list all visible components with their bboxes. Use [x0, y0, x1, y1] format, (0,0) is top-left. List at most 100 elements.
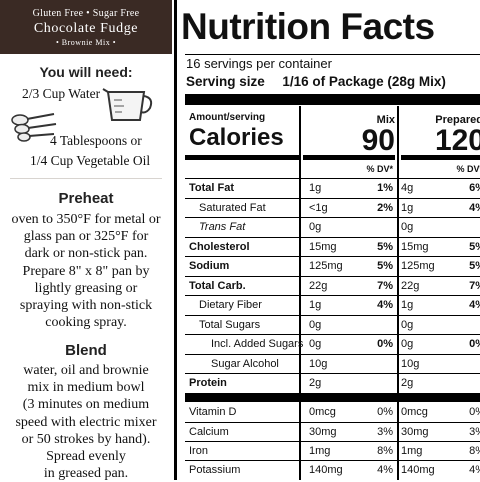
nutrient-row: Protein 2g 2g	[185, 373, 480, 394]
prepared-amount: 1g	[401, 201, 414, 214]
mix-daily-value: 4%	[377, 464, 393, 476]
vitamin-row: Vitamin D 0mcg 0% 0mcg 0%	[185, 403, 480, 423]
banner-line-1: Gluten Free • Sugar Free	[32, 8, 140, 19]
nutrition-facts-title: Nutrition Facts	[181, 6, 435, 47]
prepared-amount: 30mg	[401, 426, 429, 438]
mix-amount: 10g	[309, 357, 328, 370]
mix-amount: 1g	[309, 299, 322, 311]
mix-amount: 140mg	[309, 464, 343, 476]
prepared-amount: 4g	[401, 182, 414, 194]
mix-daily-value: 8%	[377, 445, 393, 457]
nutrient-label: Sugar Alcohol	[211, 357, 279, 370]
servings-per-container: 16 servings per container	[186, 56, 332, 71]
serving-size-label: Serving size	[186, 74, 265, 89]
product-banner: Gluten Free • Sugar Free Chocolate Fudge…	[0, 0, 172, 54]
mix-amount: 0g	[309, 338, 322, 350]
mix-amount: 1g	[309, 182, 322, 194]
mix-amount: 0g	[309, 318, 322, 331]
nutrient-label: Total Sugars	[199, 318, 261, 331]
prepared-amount: 1g	[401, 299, 414, 311]
nutrient-label: Incl. Added Sugars	[211, 338, 304, 350]
nutrient-row: Sugar Alcohol 10g 10g	[185, 353, 480, 375]
nutrient-label: Protein	[189, 377, 227, 389]
mix-daily-value: 5%	[377, 260, 393, 272]
nutrient-row: Cholesterol 15mg 5% 15mg 5%	[185, 236, 480, 258]
blend-heading: Blend	[65, 342, 107, 359]
nutrient-label: Saturated Fat	[199, 201, 266, 214]
prepared-amount: 125mg	[401, 260, 435, 272]
vitamin-row: Potassium 140mg 4% 140mg 4%	[185, 460, 480, 481]
title-rule	[185, 54, 480, 55]
measuring-cup-icon	[102, 88, 153, 121]
ingredient-water: 2/3 Cup Water	[22, 86, 101, 101]
preheat-heading: Preheat	[58, 190, 114, 207]
banner-product-name: Chocolate Fudge	[33, 21, 139, 36]
mix-amount: 1mg	[309, 445, 331, 457]
nutrient-row: Trans Fat 0g 0g	[185, 217, 480, 238]
nutrient-row: Total Sugars 0g 0g	[185, 314, 480, 336]
prepared-amount: 0g	[401, 318, 414, 331]
mix-amount: 22g	[309, 279, 328, 292]
nutrient-label: Cholesterol	[189, 240, 250, 253]
nutrient-row: Total Carb. 22g 7% 22g 7%	[185, 275, 480, 297]
dv-header-mix: % DV*	[366, 164, 393, 174]
vitamin-label: Vitamin D	[189, 406, 237, 418]
nutrient-label: Total Carb.	[189, 279, 246, 292]
calories-rule-prepared	[401, 155, 480, 160]
prepared-amount: 1mg	[401, 445, 423, 457]
prepared-amount: 22g	[401, 279, 420, 292]
you-will-need-heading: You will need:	[39, 64, 133, 80]
prepared-daily-value: 5%	[469, 260, 480, 272]
mix-daily-value: 4%	[377, 299, 393, 311]
nutrient-row: Dietary Fiber 1g 4% 1g 4%	[185, 295, 480, 316]
prepared-daily-value: 4%	[469, 201, 480, 214]
measuring-spoons-icon	[11, 113, 57, 142]
calories-rule	[185, 155, 299, 160]
mix-amount: 15mg	[309, 240, 337, 253]
prepared-daily-value: 3%	[469, 426, 480, 438]
calories-mix-value: 90	[361, 124, 395, 157]
calories-label: Calories	[189, 124, 284, 151]
column-header-prepared: Prepared	[435, 114, 480, 126]
dv-header-prepared: % DV*	[456, 164, 480, 174]
prepared-daily-value: 7%	[469, 279, 480, 292]
nutrient-row: Total Fat 1g 1% 4g 6%	[185, 178, 480, 199]
calories-prepared-value: 120	[434, 124, 480, 157]
preheat-text: oven to 350°F for metal or glass pan or …	[11, 212, 161, 331]
mix-daily-value: 2%	[377, 201, 393, 214]
nutrient-row: Saturated Fat <1g 2% 1g 4%	[185, 197, 480, 219]
vitamin-label: Iron	[189, 445, 208, 457]
mix-amount: 0mcg	[309, 406, 336, 418]
vitamins-thick-rule	[185, 393, 480, 402]
prepared-amount: 2g	[401, 377, 414, 389]
vitamin-label: Calcium	[189, 426, 229, 438]
nutrition-facts-panel: Nutrition Facts 16 servings per containe…	[174, 0, 480, 480]
calories-rule-mix	[303, 155, 395, 160]
blend-text: water, oil and brownie mix in medium bow…	[15, 363, 157, 482]
mix-daily-value: 0%	[377, 338, 393, 350]
thick-rule	[185, 94, 480, 105]
prepared-daily-value: 4%	[469, 299, 480, 311]
mix-daily-value: 7%	[377, 279, 393, 292]
vitamin-row: Calcium 30mg 3% 30mg 3%	[185, 422, 480, 443]
ingredient-oil-line-2: 1/4 Cup Vegetable Oil	[30, 153, 151, 168]
nutrient-label: Total Fat	[189, 182, 235, 194]
nutrient-row: Sodium 125mg 5% 125mg 5%	[185, 256, 480, 277]
vitamin-row: Iron 1mg 8% 1mg 8%	[185, 441, 480, 462]
prepared-daily-value: 8%	[469, 445, 480, 457]
column-header-mix: Mix	[376, 114, 395, 126]
prepared-amount: 15mg	[401, 240, 429, 253]
serving-size-value: 1/16 of Package (28g Mix)	[282, 74, 446, 89]
prepared-amount: 0mcg	[401, 406, 428, 418]
mix-daily-value: 3%	[377, 426, 393, 438]
prepared-amount: 10g	[401, 357, 420, 370]
mix-amount: 30mg	[309, 426, 337, 438]
ingredient-oil-line-1: 4 Tablespoons or	[50, 133, 142, 148]
mix-amount: 0g	[309, 221, 322, 233]
vitamin-label: Potassium	[189, 464, 241, 476]
column-divider-left	[299, 106, 301, 480]
serving-size: Serving size 1/16 of Package (28g Mix)	[186, 74, 446, 89]
nutrient-row: Incl. Added Sugars 0g 0% 0g 0%	[185, 334, 480, 355]
mix-amount: 125mg	[309, 260, 343, 272]
prepared-daily-value: 4%	[469, 464, 480, 476]
